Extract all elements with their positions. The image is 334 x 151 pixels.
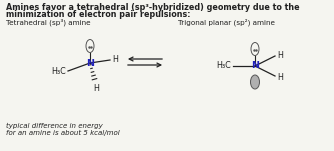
Text: N: N xyxy=(86,58,94,67)
Text: Amines favor a tetrahedral (sp³-hybridized) geometry due to the: Amines favor a tetrahedral (sp³-hybridiz… xyxy=(6,3,300,12)
Text: H: H xyxy=(277,50,283,59)
Text: H: H xyxy=(112,55,118,64)
Text: minimization of electron pair repulsions:: minimization of electron pair repulsions… xyxy=(6,10,190,19)
Text: Tetrahedral (sp³) amine: Tetrahedral (sp³) amine xyxy=(6,18,91,26)
Text: for an amine is about 5 kcal/mol: for an amine is about 5 kcal/mol xyxy=(6,130,120,136)
Text: H: H xyxy=(277,72,283,82)
Text: H₃C: H₃C xyxy=(51,66,66,76)
Text: H: H xyxy=(93,84,99,93)
Text: Trigonal planar (sp²) amine: Trigonal planar (sp²) amine xyxy=(178,18,275,26)
Text: N: N xyxy=(251,61,259,71)
Ellipse shape xyxy=(250,75,260,89)
Text: typical difference in energy: typical difference in energy xyxy=(6,123,103,129)
Text: H₃C: H₃C xyxy=(216,61,231,71)
